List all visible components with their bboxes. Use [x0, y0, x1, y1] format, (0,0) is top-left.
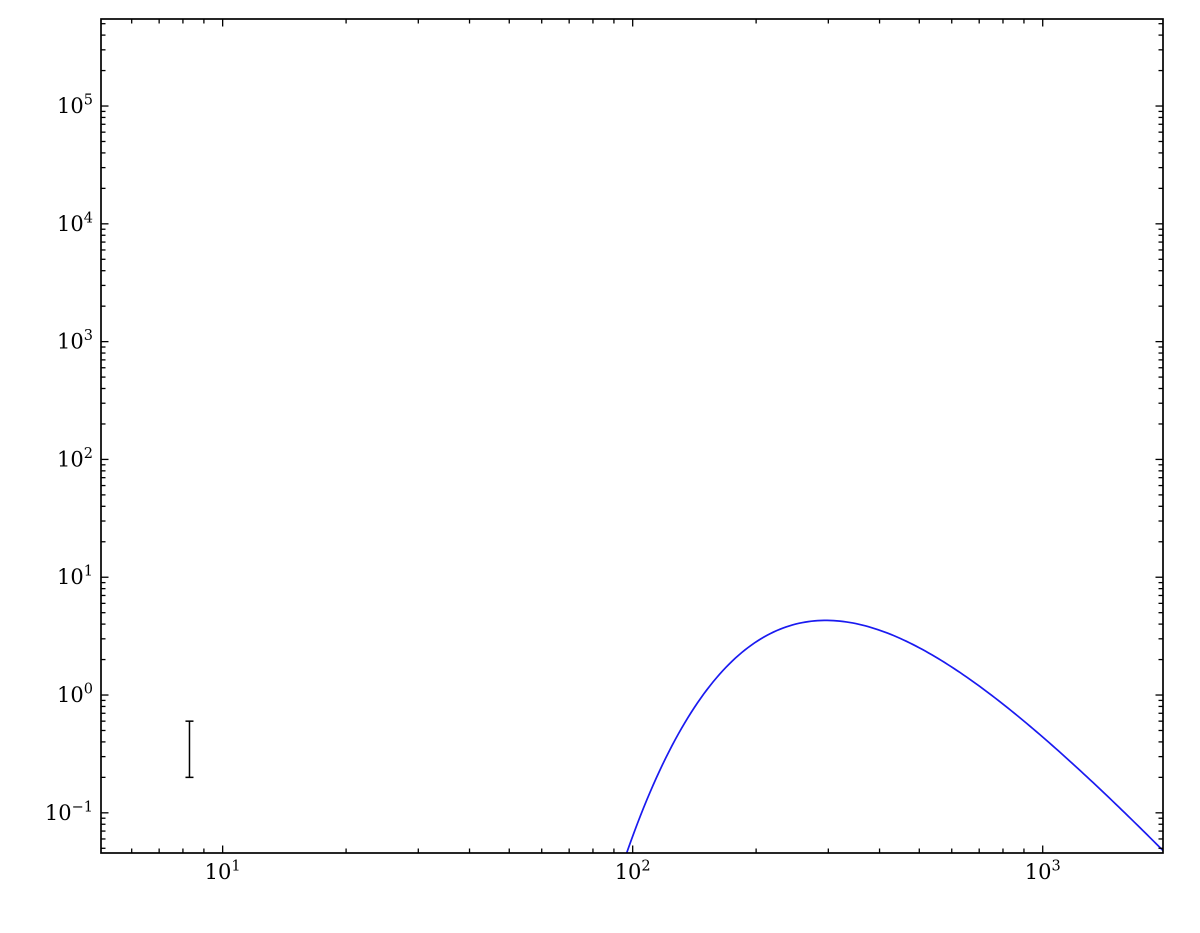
svg-text:100: 100: [57, 682, 93, 708]
svg-text:104: 104: [57, 210, 93, 236]
svg-text:103: 103: [1025, 859, 1061, 885]
tick-labels: 101 102 103 10−1 100 101 102 103 104 105: [45, 93, 1061, 884]
plot-border: [100, 18, 1164, 854]
svg-text:105: 105: [57, 93, 93, 119]
svg-text:103: 103: [57, 328, 93, 354]
model-curve: [625, 619, 1163, 853]
svg-text:102: 102: [615, 859, 651, 885]
svg-text:10−1: 10−1: [45, 799, 93, 825]
svg-text:102: 102: [57, 446, 93, 472]
svg-text:101: 101: [205, 859, 241, 885]
svg-text:101: 101: [57, 564, 93, 590]
axis-ticks: [101, 19, 1163, 853]
